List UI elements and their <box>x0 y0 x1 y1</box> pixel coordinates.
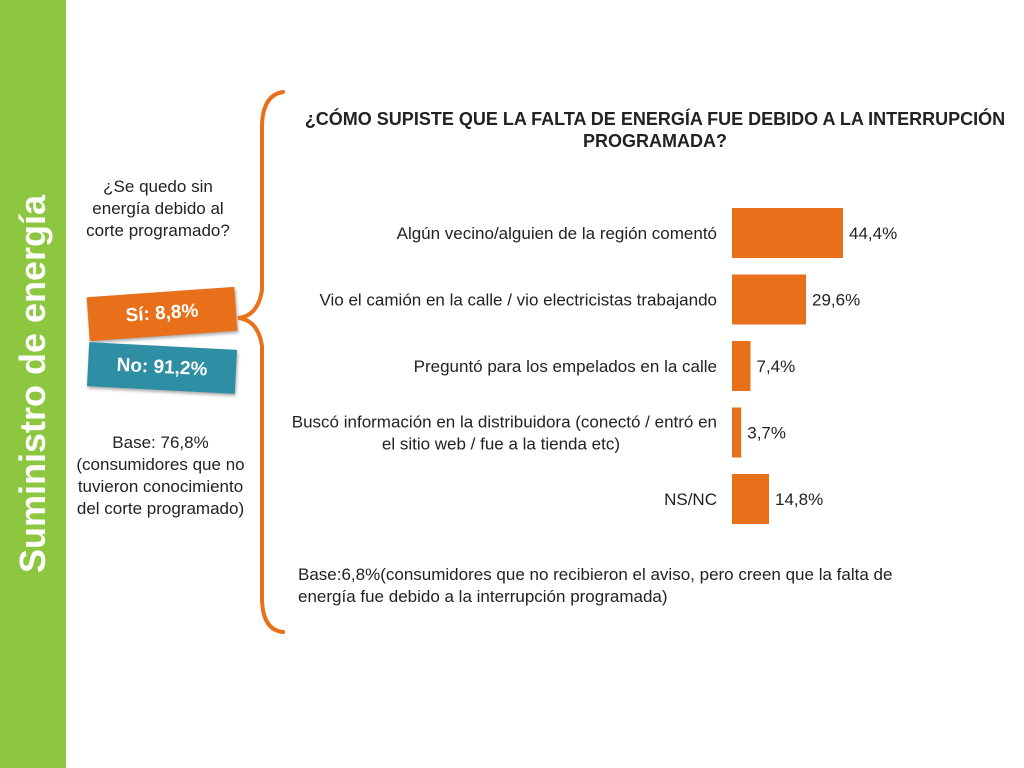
bar-0 <box>732 208 843 258</box>
category-label-3-0: Buscó información en la distribuidora (c… <box>292 413 717 432</box>
chart-title: ¿CÓMO SUPISTE QUE LA FALTA DE ENERGÍA FU… <box>304 109 1006 151</box>
category-label-4-0: NS/NC <box>664 490 717 509</box>
bar-3 <box>732 407 742 458</box>
bar-2 <box>732 341 751 391</box>
bar-1 <box>732 274 806 325</box>
category-label-1-0: Vio el camión en la calle / vio electric… <box>319 291 717 310</box>
value-label-2: 7,4% <box>757 357 796 376</box>
value-label-3: 3,7% <box>747 424 786 443</box>
sidebar: Suministro de energía <box>0 0 66 768</box>
base-note-chart: Base:6,8%(consumidores que no recibieron… <box>298 565 893 606</box>
brace-bracket <box>237 90 285 634</box>
value-label-4: 14,8% <box>775 490 823 509</box>
value-label-1: 29,6% <box>812 291 860 310</box>
question-text: ¿Se quedo sin energía debido al corte pr… <box>86 177 230 240</box>
bar-4 <box>732 474 769 524</box>
value-label-0: 44,4% <box>849 224 897 243</box>
category-label-2-0: Preguntó para los empelados en la calle <box>414 357 717 376</box>
category-label-3-1: el sitio web / fue a la tienda etc) <box>382 435 620 454</box>
category-label-0-0: Algún vecino/alguien de la región coment… <box>397 224 717 243</box>
base-note-left: Base: 76,8%(consumidores que no tuvieron… <box>76 433 245 518</box>
